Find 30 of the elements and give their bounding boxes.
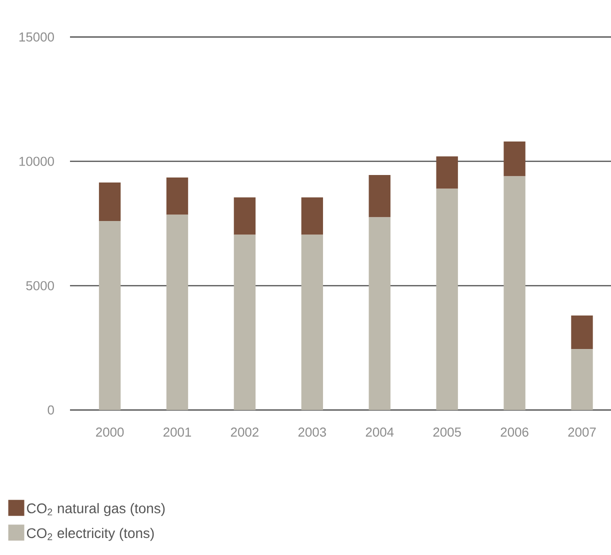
bar — [234, 234, 256, 410]
x-tick-label: 2003 — [298, 428, 326, 437]
bar — [504, 141, 526, 176]
bar — [368, 217, 390, 410]
bar — [571, 316, 593, 350]
bar — [504, 176, 526, 410]
x-tick-label: 2002 — [230, 428, 258, 437]
x-tick-label: 2007 — [568, 428, 596, 437]
legend-label: CO$_{2}$ natural gas (tons) — [26, 503, 165, 516]
bar — [166, 177, 188, 215]
bar — [571, 349, 593, 410]
x-tick-label: 2006 — [500, 428, 528, 437]
y-tick-label: 0 — [48, 405, 54, 415]
y-tick-label: 5000 — [26, 281, 54, 290]
x-tick-label: 2004 — [366, 428, 394, 437]
bar — [301, 234, 324, 410]
bar — [234, 197, 256, 235]
bar — [166, 214, 188, 410]
bar — [368, 175, 390, 218]
x-tick-label: 2000 — [96, 428, 124, 437]
bar — [436, 188, 458, 410]
legend-label: CO$_{2}$ electricity (tons) — [26, 528, 154, 541]
bar — [98, 182, 121, 222]
bar — [98, 221, 121, 410]
x-tick-label: 2005 — [433, 428, 461, 437]
bar — [436, 156, 458, 189]
y-tick-label: 15000 — [19, 32, 54, 42]
x-tick-label: 2001 — [164, 428, 192, 437]
bar — [301, 197, 324, 235]
y-tick-label: 10000 — [19, 156, 54, 166]
